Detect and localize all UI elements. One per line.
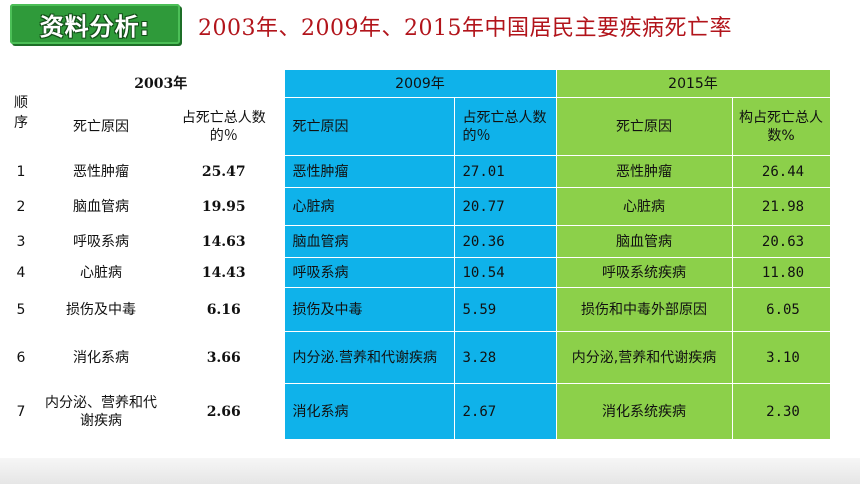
- value-2003-cell: 6.16: [206, 301, 241, 318]
- value-2009-cell: 3.28: [453, 331, 557, 384]
- cause-2015-cell: 心脏病: [555, 187, 733, 226]
- year-2009-header: 2009年: [283, 69, 557, 98]
- value-2015-cell: 20.63: [731, 225, 831, 258]
- table-row: 6 消化系病 3.66 内分泌.营养和代谢疾病 3.28 内分泌,营养和代谢疾病…: [4, 331, 831, 384]
- cause-2009-cell: 损伤及中毒: [283, 287, 455, 332]
- value-2009-cell: 2.67: [453, 383, 557, 440]
- order-header: 顺序: [14, 94, 28, 131]
- order-cell: 4: [16, 264, 26, 281]
- cause-2003-cell: 恶性肿瘤: [73, 163, 129, 180]
- order-cell: 2: [16, 198, 26, 215]
- cause-2009-cell: 心脏病: [283, 187, 455, 226]
- year-header-row: 顺序 2003年 2009年 2015年: [4, 69, 831, 131]
- cause-2009-cell: 内分泌.营养和代谢疾病: [283, 331, 455, 384]
- badge-label: 资料分析:: [39, 12, 151, 41]
- cause-2003-cell: 脑血管病: [73, 198, 129, 215]
- cause-2009-cell: 消化系病: [283, 383, 455, 440]
- value-2009-cell: 20.77: [453, 187, 557, 226]
- cause-2009-cell: 恶性肿瘤: [283, 155, 455, 188]
- bottom-bar: [0, 458, 860, 484]
- cause-header-2009: 死亡原因: [283, 97, 455, 156]
- pct-header-2015: 构占死亡总人数%: [731, 97, 831, 156]
- value-2015-cell: 2.30: [731, 383, 831, 440]
- section-badge: 资料分析:: [10, 4, 180, 44]
- value-2003-cell: 19.95: [201, 198, 246, 215]
- pct-header-2003: 占死亡总人数的％: [181, 109, 266, 144]
- cause-2015-cell: 脑血管病: [555, 225, 733, 258]
- value-2015-cell: 6.05: [731, 287, 831, 332]
- value-2015-cell: 21.98: [731, 187, 831, 226]
- cause-2003-cell: 消化系病: [73, 349, 129, 366]
- table-row: 5 损伤及中毒 6.16 损伤及中毒 5.59 损伤和中毒外部原因 6.05: [4, 287, 831, 332]
- cause-header-2015: 死亡原因: [555, 97, 733, 156]
- cause-2015-cell: 内分泌,营养和代谢疾病: [555, 331, 733, 384]
- value-2015-cell: 26.44: [731, 155, 831, 188]
- cause-2015-cell: 呼吸系统疾病: [555, 257, 733, 288]
- value-2003-cell: 25.47: [201, 163, 246, 180]
- table-row: 2 脑血管病 19.95 心脏病 20.77 心脏病 21.98: [4, 187, 831, 226]
- value-2003-cell: 2.66: [206, 403, 241, 420]
- value-2003-cell: 3.66: [206, 349, 241, 366]
- value-2009-cell: 20.36: [453, 225, 557, 258]
- value-2009-cell: 10.54: [453, 257, 557, 288]
- cause-header-2003: 死亡原因: [73, 118, 129, 135]
- table-row: 1 恶性肿瘤 25.47 恶性肿瘤 27.01 恶性肿瘤 26.44: [4, 155, 831, 188]
- value-2009-cell: 27.01: [453, 155, 557, 188]
- order-cell: 1: [16, 163, 26, 180]
- table-row: 4 心脏病 14.43 呼吸系病 10.54 呼吸系统疾病 11.80: [4, 257, 831, 288]
- year-2015-header: 2015年: [555, 69, 831, 98]
- mortality-table: 顺序 2003年 2009年 2015年 死亡原因 占死亡总人数的％ 死亡原因 …: [4, 69, 831, 440]
- cause-2003-cell: 呼吸系病: [73, 233, 129, 250]
- value-2009-cell: 5.59: [453, 287, 557, 332]
- order-cell: 7: [16, 403, 26, 420]
- column-header-row: 死亡原因 占死亡总人数的％ 死亡原因 占死亡总人数的％ 死亡原因 构占死亡总人数…: [4, 97, 831, 156]
- order-cell: 3: [16, 233, 26, 250]
- order-cell: 5: [16, 301, 26, 318]
- cause-2009-cell: 脑血管病: [283, 225, 455, 258]
- cause-2003-cell: 内分泌、营养和代谢疾病: [45, 394, 157, 429]
- value-2015-cell: 3.10: [731, 331, 831, 384]
- table-row: 7 内分泌、营养和代谢疾病 2.66 消化系病 2.67 消化系统疾病 2.30: [4, 383, 831, 440]
- value-2003-cell: 14.43: [201, 264, 246, 281]
- value-2015-cell: 11.80: [731, 257, 831, 288]
- cause-2015-cell: 恶性肿瘤: [555, 155, 733, 188]
- pct-header-2009: 占死亡总人数的％: [453, 97, 557, 156]
- order-cell: 6: [16, 349, 26, 366]
- value-2003-cell: 14.63: [201, 233, 246, 250]
- cause-2003-cell: 损伤及中毒: [66, 301, 136, 318]
- table-row: 3 呼吸系病 14.63 脑血管病 20.36 脑血管病 20.63: [4, 225, 831, 258]
- page-title: 2003年、2009年、2015年中国居民主要疾病死亡率: [198, 16, 732, 41]
- year-2003-header: 2003年: [134, 75, 188, 92]
- cause-2015-cell: 损伤和中毒外部原因: [555, 287, 733, 332]
- cause-2003-cell: 心脏病: [80, 264, 122, 281]
- cause-2009-cell: 呼吸系病: [283, 257, 455, 288]
- cause-2015-cell: 消化系统疾病: [555, 383, 733, 440]
